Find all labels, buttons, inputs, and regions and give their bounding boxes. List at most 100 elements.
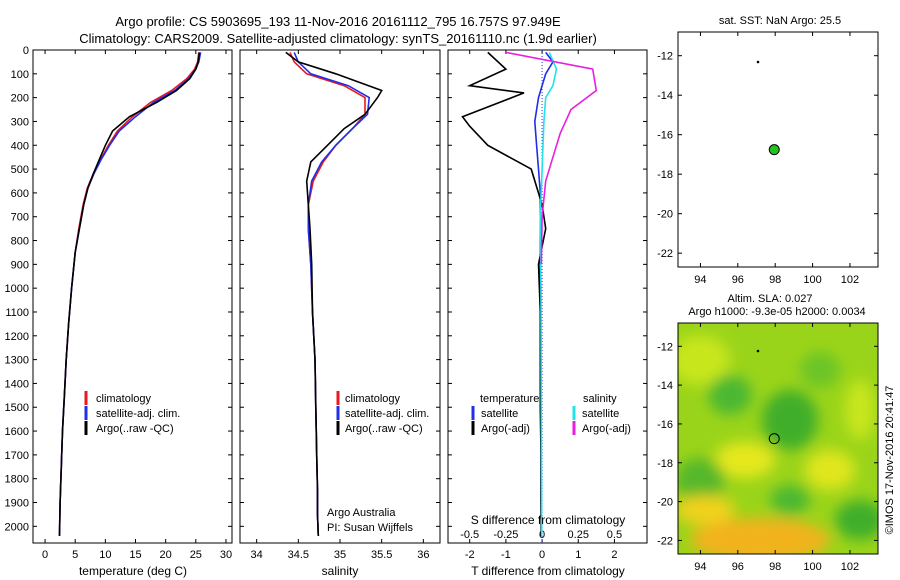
map-x-tick-label: 98 [769, 274, 781, 286]
salinity-panel-frame [239, 49, 441, 544]
x-tick-label: 35.5 [371, 549, 392, 561]
y-tick-label: 1300 [5, 355, 29, 367]
x2-tick-label: 0.5 [607, 529, 622, 541]
y-tick-label: 900 [11, 259, 29, 271]
map-x-tick-label: 100 [803, 561, 821, 573]
y-tick-label: 1700 [5, 450, 29, 462]
map-x-tick-label: 98 [769, 561, 781, 573]
map-y-tick-label: -18 [657, 169, 673, 181]
series-line-argo-raw-qc- [58, 52, 201, 536]
sla-float-marker [768, 433, 780, 445]
series-line-salinity-satellite [539, 52, 558, 536]
x-tick-label: -2 [465, 549, 475, 561]
x2-tick-label: -0.25 [493, 529, 518, 541]
x-tick-label: 25 [190, 549, 202, 561]
map-x-tick-label: 100 [803, 274, 821, 286]
y-tick-label: 200 [11, 93, 29, 105]
series-line-climatology [289, 52, 366, 536]
map-y-tick-label: -18 [657, 458, 673, 470]
x2-tick-label: -0.5 [460, 529, 479, 541]
y-tick-label: 2000 [5, 521, 29, 533]
map-y-tick-label: -14 [657, 380, 673, 392]
map-y-tick-label: -22 [657, 535, 673, 547]
legend-temp-header: temperature [480, 393, 539, 405]
x-tick-label: 0 [539, 549, 545, 561]
map-x-tick-label: 94 [694, 561, 706, 573]
map-y-tick-label: -22 [657, 248, 673, 260]
y-tick-label: 1400 [5, 378, 29, 390]
difference-legend: temperature salinity satellite Argo(-adj… [471, 393, 631, 435]
salinity-xlabel: salinity [322, 564, 359, 578]
y-tick-label: 1800 [5, 474, 29, 486]
y-tick-label: 1100 [5, 307, 29, 319]
lines-layer [58, 50, 598, 543]
x-tick-label: 2 [611, 549, 617, 561]
y-tick-label: 1500 [5, 402, 29, 414]
temperature-panel-frame [32, 49, 233, 544]
map-y-tick-label: -20 [657, 497, 673, 509]
y-tick-label: 500 [11, 164, 29, 176]
x-tick-label: 1 [575, 549, 581, 561]
map-y-tick-label: -16 [657, 130, 673, 142]
y-tick-label: 300 [11, 116, 29, 128]
y-tick-label: 400 [11, 140, 29, 152]
sla-map-field [678, 323, 878, 554]
series-line-temperature-argo-adj- [461, 51, 547, 536]
y-tick-label: 1200 [5, 331, 29, 343]
y-tick-label: 1600 [5, 426, 29, 438]
legend-label-satellite: satellite-adj. clim. [96, 408, 180, 420]
credit-argo-australia: Argo Australia [327, 507, 396, 519]
x-tick-label: 34 [251, 549, 263, 561]
legend-label-satellite: satellite-adj. clim. [345, 408, 429, 420]
series-line-satellite-adj-clim- [58, 52, 202, 536]
series-line-climatology [58, 52, 200, 536]
sla-map-frame [677, 322, 879, 555]
map-x-tick-label: 96 [732, 274, 744, 286]
x-tick-label: 36 [417, 549, 429, 561]
sla-map-title-2: Argo h1000: -9.3e-05 h2000: 0.0034 [688, 306, 865, 318]
series-line-argo-raw-qc- [285, 51, 383, 536]
legend-sal-argo: Argo(-adj) [582, 423, 631, 435]
map-y-tick-label: -14 [657, 90, 673, 102]
sla-map-title-1: Altim. SLA: 0.027 [728, 293, 813, 305]
x-tick-label: 34.5 [288, 549, 309, 561]
legend-label-argo: Argo(..raw -QC) [345, 423, 423, 435]
legend-label-climatology: climatology [96, 393, 152, 405]
sla-track-dot [756, 349, 760, 353]
title-line-2: Climatology: CARS2009. Satellite-adjuste… [79, 31, 597, 46]
legend-sal-header: salinity [583, 393, 617, 405]
title-line-1: Argo profile: CS 5903695_193 11-Nov-2016… [115, 14, 561, 29]
x-tick-label: 30 [220, 549, 232, 561]
map-x-tick-label: 102 [841, 274, 859, 286]
y-tick-label: 600 [11, 188, 29, 200]
sla-map-ticks: 94 96 98 100 102 -12 -14 -16 -18 -20 -22 [657, 323, 878, 573]
map-y-tick-label: -16 [657, 419, 673, 431]
x-tick-label: -1 [501, 549, 511, 561]
legend-label-argo: Argo(..raw -QC) [96, 423, 174, 435]
sst-float-marker [768, 144, 780, 156]
map-y-tick-label: -12 [657, 341, 673, 353]
legend-temp-argo: Argo(-adj) [481, 423, 530, 435]
map-x-tick-label: 96 [732, 561, 744, 573]
x-tick-label: 0 [42, 549, 48, 561]
sst-track-dot [756, 60, 760, 64]
difference-top-label: S difference from climatology [471, 513, 626, 527]
legend-temp-satellite: satellite [481, 408, 518, 420]
salinity-legend: climatology satellite-adj. clim. Argo(..… [336, 391, 429, 435]
y-tick-label: 1900 [5, 498, 29, 510]
imos-timestamp: ©IMOS 17-Nov-2016 20:41:47 [884, 386, 896, 535]
x-tick-label: 5 [72, 549, 78, 561]
series-line-salinity-argo-adj- [505, 51, 598, 265]
x-tick-label: 10 [99, 549, 111, 561]
series-line-satellite-adj-clim- [293, 52, 371, 536]
temperature-xlabel: temperature (deg C) [79, 564, 187, 578]
map-x-tick-label: 94 [694, 274, 706, 286]
x-tick-label: 15 [129, 549, 141, 561]
temperature-legend: climatology satellite-adj. clim. Argo(..… [84, 391, 180, 435]
map-y-tick-label: -20 [657, 209, 673, 221]
map-x-tick-label: 102 [841, 561, 859, 573]
sst-map-ticks: 94 96 98 100 102 -12 -14 -16 -18 -20 -22 [657, 32, 878, 286]
difference-xlabel: T difference from climatology [471, 564, 625, 578]
credit-pi: PI: Susan Wijffels [327, 522, 413, 534]
